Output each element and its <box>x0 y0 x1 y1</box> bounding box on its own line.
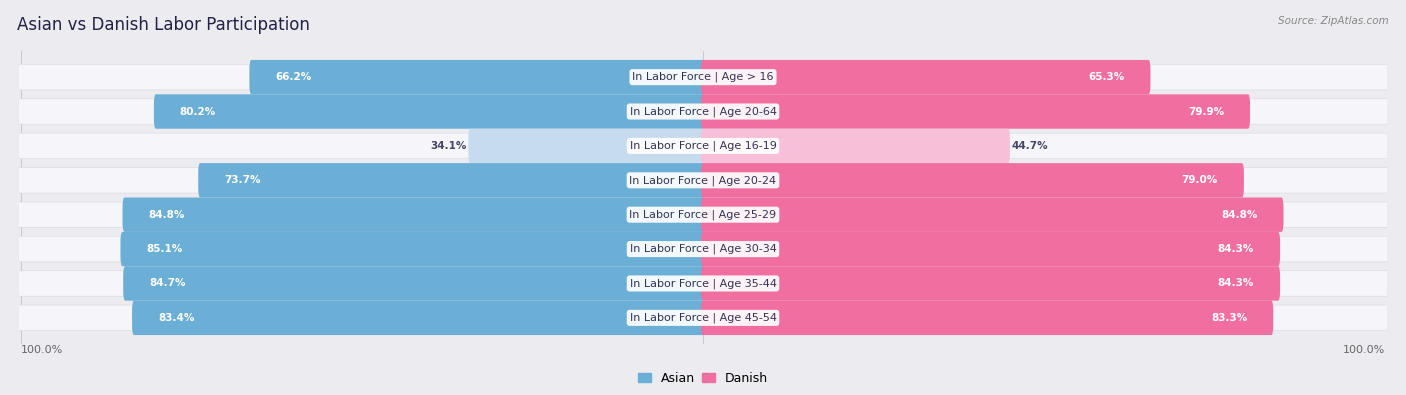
FancyBboxPatch shape <box>18 236 1388 262</box>
Text: In Labor Force | Age 20-64: In Labor Force | Age 20-64 <box>630 106 776 117</box>
Text: 84.3%: 84.3% <box>1218 278 1254 288</box>
Text: In Labor Force | Age > 16: In Labor Force | Age > 16 <box>633 72 773 83</box>
Text: Asian vs Danish Labor Participation: Asian vs Danish Labor Participation <box>17 16 309 34</box>
Text: 84.3%: 84.3% <box>1218 244 1254 254</box>
FancyBboxPatch shape <box>122 198 704 232</box>
Text: 83.3%: 83.3% <box>1211 313 1247 323</box>
FancyBboxPatch shape <box>702 198 1284 232</box>
FancyBboxPatch shape <box>702 163 1244 198</box>
FancyBboxPatch shape <box>198 163 704 198</box>
Text: In Labor Force | Age 45-54: In Labor Force | Age 45-54 <box>630 312 776 323</box>
Text: 84.7%: 84.7% <box>149 278 186 288</box>
Text: 79.9%: 79.9% <box>1188 107 1225 117</box>
FancyBboxPatch shape <box>18 134 1388 158</box>
FancyBboxPatch shape <box>702 129 1010 163</box>
FancyBboxPatch shape <box>249 60 704 94</box>
FancyBboxPatch shape <box>18 98 1388 124</box>
Text: In Labor Force | Age 35-44: In Labor Force | Age 35-44 <box>630 278 776 289</box>
Text: 100.0%: 100.0% <box>1343 345 1385 355</box>
FancyBboxPatch shape <box>702 301 1274 335</box>
Text: 73.7%: 73.7% <box>224 175 260 185</box>
Text: 44.7%: 44.7% <box>1011 141 1047 151</box>
Text: 80.2%: 80.2% <box>180 107 217 117</box>
FancyBboxPatch shape <box>18 271 1388 297</box>
Text: 100.0%: 100.0% <box>21 345 63 355</box>
Text: 84.8%: 84.8% <box>1222 210 1257 220</box>
Text: 83.4%: 83.4% <box>157 313 194 323</box>
FancyBboxPatch shape <box>702 266 1279 301</box>
FancyBboxPatch shape <box>18 99 1388 124</box>
FancyBboxPatch shape <box>18 133 1388 159</box>
FancyBboxPatch shape <box>18 167 1388 194</box>
FancyBboxPatch shape <box>702 232 1279 266</box>
FancyBboxPatch shape <box>18 237 1388 261</box>
FancyBboxPatch shape <box>124 266 704 301</box>
Text: 79.0%: 79.0% <box>1182 175 1218 185</box>
Text: In Labor Force | Age 16-19: In Labor Force | Age 16-19 <box>630 141 776 151</box>
FancyBboxPatch shape <box>18 168 1388 193</box>
FancyBboxPatch shape <box>18 64 1388 90</box>
Text: 85.1%: 85.1% <box>146 244 183 254</box>
FancyBboxPatch shape <box>18 65 1388 90</box>
FancyBboxPatch shape <box>18 305 1388 330</box>
Legend: Asian, Danish: Asian, Danish <box>633 367 773 390</box>
Text: In Labor Force | Age 20-24: In Labor Force | Age 20-24 <box>630 175 776 186</box>
FancyBboxPatch shape <box>132 301 704 335</box>
Text: 34.1%: 34.1% <box>430 141 467 151</box>
FancyBboxPatch shape <box>121 232 704 266</box>
Text: 66.2%: 66.2% <box>276 72 312 82</box>
FancyBboxPatch shape <box>702 94 1250 129</box>
Text: In Labor Force | Age 25-29: In Labor Force | Age 25-29 <box>630 209 776 220</box>
FancyBboxPatch shape <box>18 271 1388 296</box>
FancyBboxPatch shape <box>153 94 704 129</box>
FancyBboxPatch shape <box>18 201 1388 228</box>
Text: In Labor Force | Age 30-34: In Labor Force | Age 30-34 <box>630 244 776 254</box>
FancyBboxPatch shape <box>18 202 1388 227</box>
Text: 84.8%: 84.8% <box>149 210 184 220</box>
Text: Source: ZipAtlas.com: Source: ZipAtlas.com <box>1278 16 1389 26</box>
Text: 65.3%: 65.3% <box>1088 72 1125 82</box>
FancyBboxPatch shape <box>468 129 704 163</box>
FancyBboxPatch shape <box>702 60 1150 94</box>
FancyBboxPatch shape <box>18 305 1388 331</box>
